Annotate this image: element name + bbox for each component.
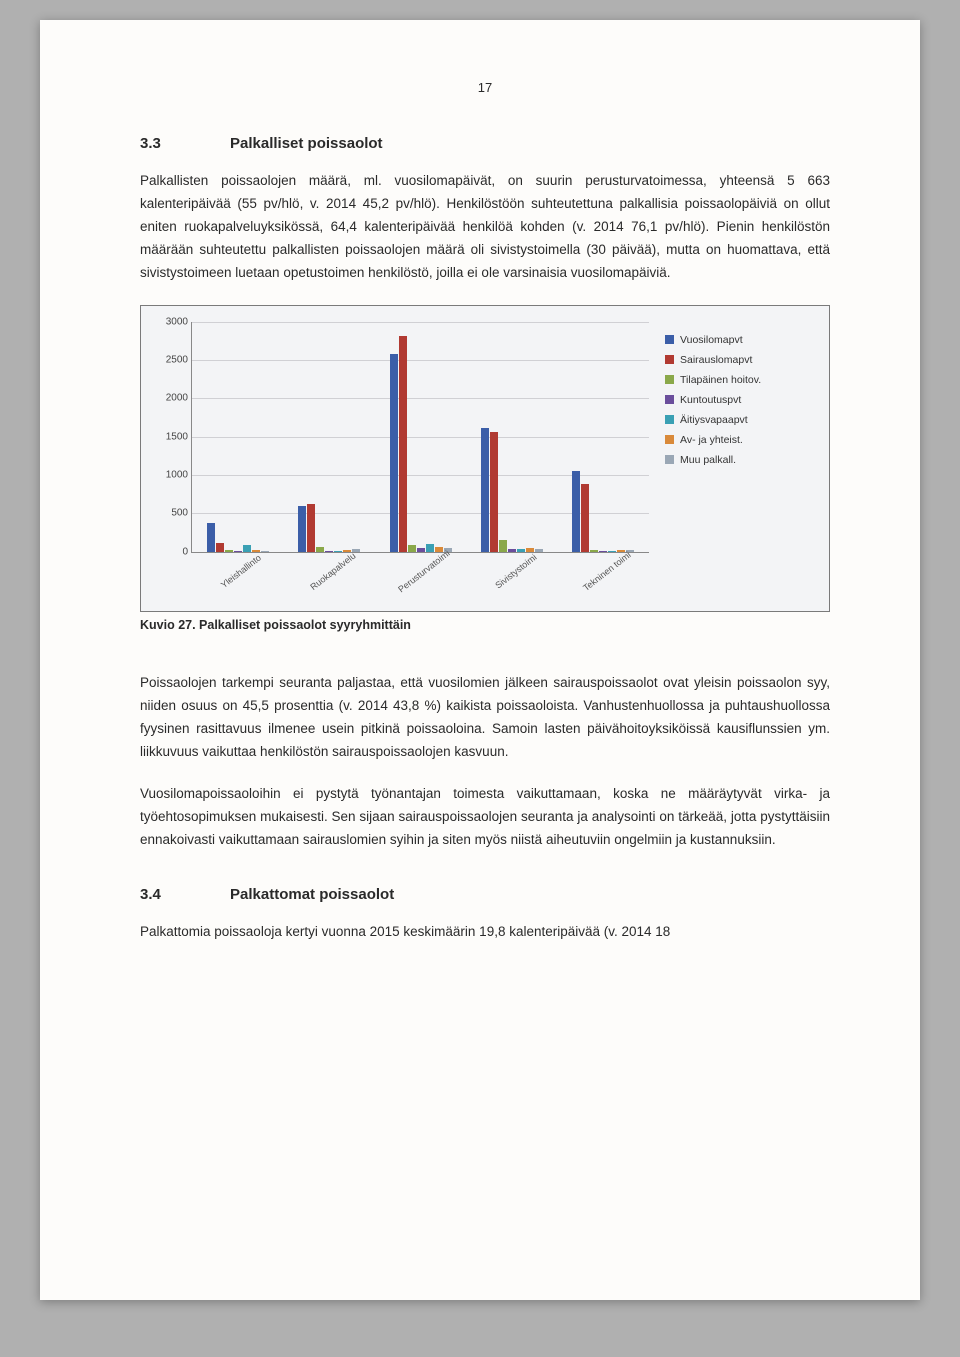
chart-y-tick: 1000	[154, 470, 188, 481]
page-number: 17	[140, 80, 830, 95]
chart-bar	[225, 550, 233, 552]
chart-plot-area: 050010001500200025003000	[191, 322, 649, 553]
chart-bar-group	[192, 322, 283, 552]
chart-bar	[334, 551, 342, 552]
section-heading-3-3: 3.3 Palkalliset poissaolot	[140, 135, 830, 152]
legend-label: Tilapäinen hoitov.	[680, 374, 761, 386]
chart-bar	[517, 549, 525, 552]
legend-item: Äitiysvapaapvt	[665, 414, 815, 426]
legend-label: Av- ja yhteist.	[680, 434, 743, 446]
section-heading-3-4: 3.4 Palkattomat poissaolot	[140, 886, 830, 903]
chart-bar	[417, 548, 425, 552]
legend-item: Muu palkall.	[665, 454, 815, 466]
legend-label: Kuntoutuspvt	[680, 394, 741, 406]
paragraph-4: Palkattomia poissaoloja kertyi vuonna 20…	[140, 921, 830, 944]
chart-legend: Vuosilomapvt Sairauslomapvt Tilapäinen hoi…	[649, 322, 815, 601]
legend-swatch	[665, 435, 674, 444]
chart-bar	[572, 471, 580, 552]
section-number: 3.3	[140, 135, 230, 152]
chart-bar-group	[283, 322, 374, 552]
page: 17 3.3 Palkalliset poissaolot Palkallist…	[40, 20, 920, 1300]
chart-bar	[298, 506, 306, 552]
chart-bar-group	[558, 322, 649, 552]
chart-bar	[490, 432, 498, 552]
chart-x-labels: YleishallintoRuokapalveluPerusturvatoimi…	[191, 553, 649, 601]
chart-bar	[508, 549, 516, 552]
legend-label: Äitiysvapaapvt	[680, 414, 748, 426]
paragraph-2: Poissaolojen tarkempi seuranta paljastaa…	[140, 672, 830, 764]
chart-bar	[216, 543, 224, 551]
chart-container: 050010001500200025003000 YleishallintoRu…	[140, 305, 830, 612]
section-number: 3.4	[140, 886, 230, 903]
chart-y-tick: 0	[154, 546, 188, 557]
chart-y-tick: 500	[154, 508, 188, 519]
chart-bar	[316, 547, 324, 552]
chart-y-tick: 3000	[154, 316, 188, 327]
chart-bar	[234, 551, 242, 552]
chart-bar	[608, 551, 616, 552]
section-title: Palkattomat poissaolot	[230, 886, 394, 903]
chart-bar	[207, 523, 215, 552]
section-title: Palkalliset poissaolot	[230, 135, 383, 152]
legend-swatch	[665, 375, 674, 384]
chart-bar	[426, 544, 434, 551]
chart-y-tick: 1500	[154, 431, 188, 442]
legend-item: Av- ja yhteist.	[665, 434, 815, 446]
chart-bar	[408, 545, 416, 552]
legend-swatch	[665, 355, 674, 364]
legend-swatch	[665, 415, 674, 424]
legend-item: Sairauslomapvt	[665, 354, 815, 366]
chart-bar	[399, 336, 407, 552]
chart-bar-group	[375, 322, 466, 552]
legend-item: Vuosilomapvt	[665, 334, 815, 346]
chart-y-tick: 2000	[154, 393, 188, 404]
chart-bar	[581, 484, 589, 551]
chart-bar	[243, 545, 251, 552]
chart-bar-group	[466, 322, 557, 552]
paragraph-3: Vuosilomapoissaoloihin ei pystytä työnan…	[140, 783, 830, 852]
legend-swatch	[665, 335, 674, 344]
paragraph-1: Palkallisten poissaolojen määrä, ml. vuo…	[140, 170, 830, 285]
chart-bar	[590, 550, 598, 552]
legend-item: Kuntoutuspvt	[665, 394, 815, 406]
chart-bar	[499, 540, 507, 552]
chart-caption-text: Kuvio 27. Palkalliset poissaolot syyryhm…	[140, 618, 411, 632]
legend-label: Muu palkall.	[680, 454, 736, 466]
chart-bar	[307, 504, 315, 552]
chart-bar	[390, 354, 398, 552]
chart-bar	[599, 551, 607, 552]
legend-item: Tilapäinen hoitov.	[665, 374, 815, 386]
legend-label: Vuosilomapvt	[680, 334, 743, 346]
legend-swatch	[665, 455, 674, 464]
chart-bar	[481, 428, 489, 552]
legend-swatch	[665, 395, 674, 404]
chart-bar	[325, 551, 333, 552]
legend-label: Sairauslomapvt	[680, 354, 752, 366]
chart-y-tick: 2500	[154, 355, 188, 366]
